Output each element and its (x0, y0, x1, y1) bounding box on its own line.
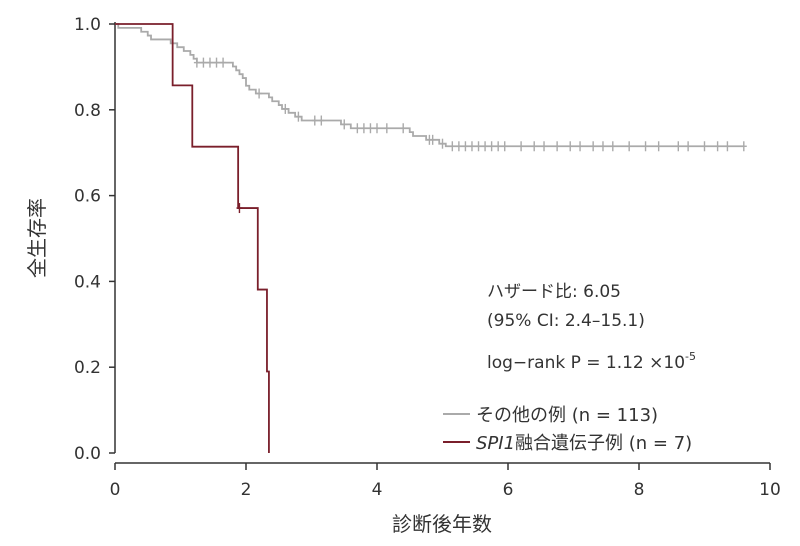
legend-label: SPI1融合遺伝子例 (n = 7) (476, 433, 692, 454)
y-ticks: 0.0 0.2 0.4 0.6 0.8 1.0 (74, 15, 115, 464)
y-tick-label: 1.0 (74, 15, 101, 35)
legend-label-text: その他の例 (n = 113) (476, 405, 658, 426)
survival-curve-2 (115, 23, 270, 453)
legend-label: その他の例 (n = 113) (476, 405, 658, 426)
legend: その他の例 (n = 113) SPI1融合遺伝子例 (n = 7) (443, 405, 692, 454)
x-tick-label: 10 (759, 480, 781, 500)
logrank-base: log−rank P = 1.12 ×10 (487, 353, 685, 373)
logrank-text: log−rank P = 1.12 ×10-5 (487, 350, 696, 373)
x-tick-label: 4 (372, 480, 383, 500)
survival-curve-1 (115, 23, 744, 148)
y-tick-label: 0.4 (74, 272, 101, 292)
plot-area (115, 23, 747, 453)
hazard-ratio-text: ハザード比: 6.05 (487, 282, 621, 302)
y-tick-label: 0.2 (74, 358, 101, 378)
y-tick-label: 0.0 (74, 444, 101, 464)
x-axis-title: 診断後年数 (392, 512, 492, 536)
x-tick-label: 2 (241, 480, 252, 500)
legend-label-text: 融合遺伝子例 (n = 7) (515, 433, 692, 454)
annotation-block: ハザード比: 6.05 (95% CI: 2.4–15.1) log−rank … (487, 282, 696, 373)
x-tick-label: 6 (503, 480, 514, 500)
legend-label-italic: SPI1 (476, 433, 515, 454)
x-tick-label: 0 (110, 480, 121, 500)
y-tick-label: 0.6 (74, 187, 101, 207)
y-axis-title: 全生存率 (25, 198, 49, 278)
logrank-exponent: -5 (685, 350, 696, 363)
x-tick-label: 8 (634, 480, 645, 500)
axes (114, 22, 770, 464)
x-ticks: 0 2 4 6 8 10 (110, 463, 781, 500)
y-tick-label: 0.8 (74, 101, 101, 121)
confidence-interval-text: (95% CI: 2.4–15.1) (487, 311, 645, 331)
